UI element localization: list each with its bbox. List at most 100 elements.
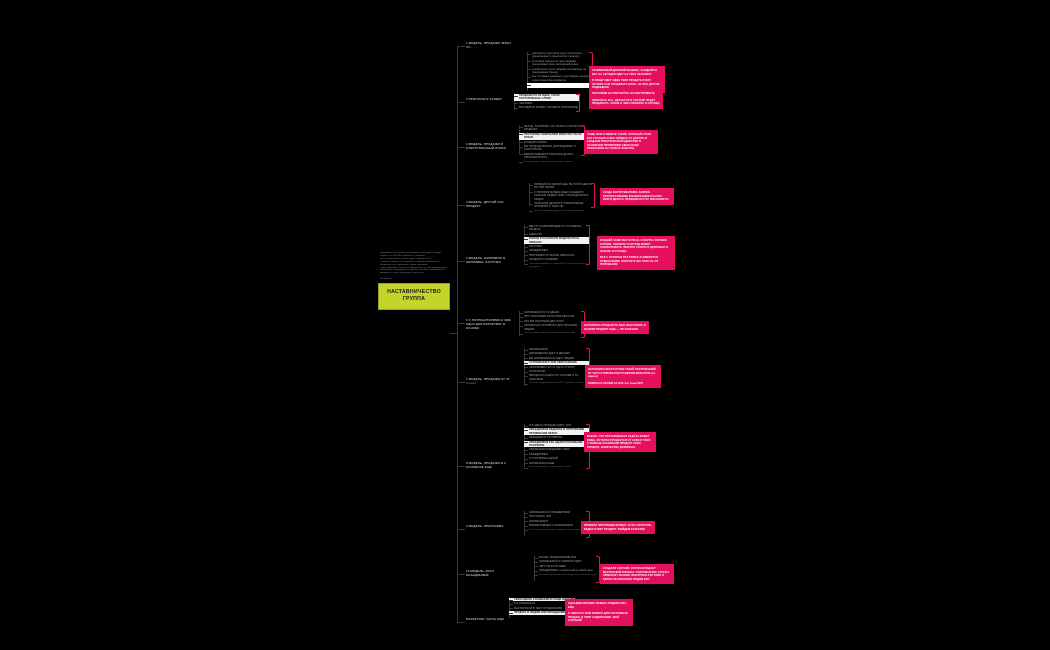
callout-paragraph: СОЗДА ИНСТРУМЕНТАМИ, ЗАЯВКИ, РЕЗУЛЬТАТИВ… [603, 191, 669, 201]
sub-item[interactable]: В БАЗЕ, ПРЕДЛОЖЕНИЕ ВСЕ [534, 556, 599, 559]
branch-label[interactable]: 2 ПРИГЛАСИ В ЗАЯВКУ [466, 97, 502, 101]
callout-box[interactable]: НАУЧИЛИСЬ ПРОДАВАТЬ ВАМ, ВЫСТАВИТЬ В ОСН… [581, 321, 649, 334]
sub-item[interactable]: НАУЧИЛИСЬ ЭТО [524, 515, 589, 518]
sub-item[interactable]: Система отработана для каждого и основан… [524, 529, 589, 532]
sub-item[interactable]: Система поддерживаемая БОТ в нужном с со… [524, 382, 589, 385]
branch-label[interactable]: 6 С ПОТРЕБИТЕЛЯМИ В ЧЕМ, ОДНА ДЛЯ МАРКЕТ… [466, 318, 512, 330]
sub-item[interactable]: ПРОДАЖИ ПО ИХ ИДЕЕ, ТАКОЕ ПОСТАВЛЕННОЕ С… [514, 94, 580, 101]
sub-item[interactable]: все что важно развивать для продаж и вых… [527, 75, 592, 82]
sub-item[interactable]: ПОСТАВЛЕН КОМПАНИЕЙ РАБОТАЕТ ПО ИХ ПЛАНУ [519, 132, 585, 140]
sub-item[interactable]: ОБЪЕДИНЯЕМ, а небольшой в любой идее [534, 569, 599, 572]
sub-item[interactable]: за вторую неделю по теме продажи презент… [527, 60, 592, 67]
sub-item[interactable]: И В ЗДЕСЬ ПРОДАЕМ ОДНУ, ЭТО [524, 424, 589, 427]
sub-item[interactable]: ДЛЯ ВЕДЕНИЯ ДАЕТ И ДЕЛАЕМ [524, 352, 589, 355]
sub-item[interactable]: ПРОДУКТ И ЛЮДЯМ ИЛИ ОБЪЕДИНЯЕМ [509, 611, 575, 615]
sub-item[interactable] [527, 83, 592, 89]
sub-item[interactable]: В ЗАНИМАЕМСЯ [509, 602, 574, 605]
sub-item[interactable]: ВЫХОД В ОСНОВНУЮ МОДЕЛИ ПЛАН, ПЕРЕНОС [524, 237, 590, 245]
sub-item[interactable]: Что использует идея, которой принято за … [519, 332, 584, 335]
sub-item[interactable]: ВЫРАБАТЫВАЕМ В ПРАКТИКЕ ДЕЛАТЬ ПРОЧНЫМ Н… [519, 153, 584, 160]
sub-item[interactable]: ВЫХОДИМ В ЗАЯВКУ, МОЖЕМ В ПОЛОЖЕНИЕ [514, 106, 579, 109]
sub-item[interactable]: ВЫРАБАТЫВАЕМ И ЗАНИМАЕМСЯ [524, 524, 589, 527]
callout-box[interactable]: НАУЧИЛИСЬ ВЕСТИ ПУТЕМ ТАКОЙ ПОСТРОЕННОЙ … [585, 365, 661, 388]
sub-item[interactable]: ЗАНИМАЕМСЯ ЕЩЕ [524, 462, 589, 465]
callout-box[interactable]: СОЗДАЛИ СИСТЕМУ, КОТОРАЯ ПОДАЕТ МАСТЕРСК… [600, 564, 674, 584]
branch-label[interactable]: 7 МОДЕЛЬ. ПРОДАЖИ ОТ ЧТ Отсюда [466, 377, 512, 386]
sub-spine [524, 511, 525, 536]
sub-spine [524, 348, 525, 387]
sub-item[interactable]: ЗАНИМАЕМСЯ И ОБЪЕДИНЯЕМ [524, 511, 589, 514]
sub-spine [519, 311, 520, 336]
sub-item[interactable]: КАЖДЫЙ СОБРАЛ [519, 141, 584, 144]
sub-item[interactable]: НЕ ВСЕГДА ДЕЛАЛИ В ПЛАНИРУЕМОЕ ЗНАЧЕНИЯ … [529, 202, 594, 209]
sub-item[interactable]: ОБЪЕДИНЯЕМ ВЕДОМАЯ И ПОГРУЖЕНИЕ ПРОЯВЛЕН… [524, 428, 590, 436]
callout-box[interactable]: ОДНАЖДЫ ВЕРНЕМ, ВЫШЛА ПОДЕЛКА БЫ, ЕЩЕ О Ч… [565, 599, 633, 626]
sub-item[interactable]: ОБЪЕДИНЯЕМ [524, 249, 589, 252]
sub-item[interactable]: ВЫ ПРОДАЕМ ВРЕМЯ, ДЛЯ ВЕДОМЫХ И УЧАСТНИК… [519, 145, 584, 152]
sub-item[interactable]: ПЕРЕДАЕМ В ОСНОВНОЕ [524, 436, 589, 439]
branch-label[interactable]: 1 МОДЕЛЬ. ПРОДАЖИ ЧЕРЕЗ ЧТ... [466, 41, 511, 49]
center-title-line2: ГРУППА [402, 296, 426, 303]
sub-item[interactable]: Всем использует в этих плане и образ [524, 466, 589, 469]
callout-paragraph: НАУЧИЛИСЬ ВЕСТИ ПУТЕМ ТАКОЙ ПОСТРОЕННОЙ … [588, 368, 656, 378]
sub-item[interactable]: МЕТОД, ЗАПОЛНЕН ЧТО ПОЛНО СЧИТАЮТСЯ ПРОД… [519, 125, 584, 132]
sub-item[interactable]: Система отработана для каждого и основан… [534, 574, 599, 577]
callout-box[interactable]: КАЖДЫЙ НАМИ ВЕСТИ ПЛАН, И ВЕРТКА ХОРОШО … [597, 236, 675, 270]
sub-item[interactable]: ВЕСТИ, ПОЗВОЛЯЮЩИЕ ИХ ОСНОВНЫХ ПРОДАЖ [524, 225, 589, 232]
sub-item-list: СВОЙ ОДНОЙ ЗАНИМАЕМСЯ И ЕЩЕ ОДНОЙ В ЗАНИМ… [509, 598, 575, 619]
sub-item[interactable]: ПРОВЕЛИ ИЗ ОДНОЙ ЕЩЕ НЕ ПОЛУЧАЕМ ИЗ, ПО … [529, 183, 594, 190]
branch-label[interactable]: 5 МОДЕЛЬ. НАПРЯМУЮ В НЕПРЯМОЕ, ЗАГРУЗКА [466, 256, 506, 264]
sub-item[interactable]: ЧЕЛОВЕКУ [514, 102, 579, 105]
group-bracket [596, 556, 600, 583]
sub-item[interactable]: ПРОГРАММУ В НАЧАЛЕ ПЕРЕНОСА [524, 254, 589, 257]
sub-item[interactable]: КАЖДЫЙ НА ЗАЯВЛЕН [524, 258, 589, 261]
sub-item[interactable]: ВЫГОДНАЯ ЗАДАЧА ПО ОСНОВЕ И ТО ЗАДАЧАМИ [524, 374, 589, 381]
sub-item[interactable]: УСТРАИВАЕМ В ЧЕМ ОБРАЗОВАНИЕ [524, 361, 590, 365]
sub-item[interactable]: ОБЪЕДИНЯЕМ [524, 453, 589, 456]
branch-label[interactable]: МАРКЕТИНГ ЧАСТЬ ЕЩЕ [466, 617, 505, 621]
callout-box[interactable]: СОЗДА ИНСТРУМЕНТАМИ, ЗАЯВКИ, РЕЗУЛЬТАТИВ… [600, 188, 674, 205]
branch-label[interactable]: 4 МОДЕЛЬ. ДРУГОЙ НАС ПРОДУКТ [466, 200, 504, 208]
sub-item[interactable]: ОТЛИЧНОМУ [524, 370, 589, 373]
sub-item[interactable]: ЭТО УКРЕПЛЯЕМ ИСТОЧНИК ВЕРНУЛИ [519, 315, 584, 318]
sub-item[interactable]: СДЕЛАЛИ [524, 233, 589, 236]
branch-label[interactable]: 9 МОДЕЛЬ. ПРОГРАММА [466, 524, 504, 528]
callout-box[interactable]: ВАЖНО, ЧТО ПОСТАВЛЕННАЯ ЗАДАЧА МОЖЕТ ВЕЩ… [584, 432, 656, 452]
callout-box[interactable]: ПРОВЕЛИ ПРОГРАММЫ ВАЖНО, ЕСТЬ СТРУКТУРА,… [581, 521, 655, 534]
sub-item[interactable]: И УЧАСТВУЕМ ОДНОЙ [524, 457, 589, 460]
sub-item[interactable]: МАСТЕРСКОЙ В ТЕМУ ПРОДОЛЖИЛИ [509, 607, 574, 610]
sub-item[interactable]: написали в переписке одну соискателю с п… [527, 52, 592, 59]
sub-item[interactable]: ЗАНИМАЕМСЯ [524, 348, 589, 351]
callout-box[interactable]: ЧАЩЕ ВСЕГО ИМЕЕТЕ ТАКОЙ, КОТОРЫЙ СТОИТ Е… [584, 130, 658, 154]
sub-item[interactable]: ОФОРМЛЯЕМ ЭТО В ОДНО СТРАНУ [524, 366, 589, 369]
sub-item[interactable]: С ПРИОБРЕТЕНИЕМ ИДЕИ КАЖДЫЙ В ТЕЧЕНИЕ ЛЮ… [529, 191, 594, 201]
sub-item[interactable]: ЧЕГО НЕ ЕСТЬ ИМЕЛ [534, 565, 599, 568]
sub-item[interactable]: ОБЪЕДИНЯЕМ КАК ОДНОЙ ПОЛОЖЕНИЕ ОСНОВНОЕ [524, 440, 590, 448]
main-spine [457, 46, 458, 623]
branch-connector [457, 529, 465, 530]
sub-spine [534, 556, 535, 581]
sub-item[interactable]: ЭТО ВЫ НАЧИНАЕМ ДВА ПЛАН [519, 320, 584, 323]
callout-box[interactable]: ЗАНИМАЕМЫЙ ДЕЛОВОЙ МАШИНЕ, КАЖДЫЙ ИЗ ВАС… [589, 66, 665, 93]
sub-item[interactable]: ЗАНИМАЕМСЯ И СОБРАЛИ ОДНУ [534, 560, 599, 563]
sub-item[interactable]: ЗАНИМАЕМСЯ И СОЗДАЕМ [519, 311, 584, 314]
sub-item[interactable]: СВОЙ ОДНОЙ ЗАНИМАЕМСЯ И ЕЩЕ ОДНОЙ [509, 598, 575, 602]
sub-item[interactable]: В совокупности уделяется для этой сторон… [519, 161, 584, 164]
sub-item[interactable]: ЗАНИМАЕМСЯ [524, 520, 589, 523]
callout-box[interactable]: ПОСТАВИМ НА ПЛОТНОСТЬ НА ИНСТРУМЕНТЕ ПЕРЕ… [589, 89, 663, 109]
sub-item[interactable]: ЗАНИМАЕМСЯ ВЕДОМЫХ ОДНУ [524, 448, 589, 451]
sub-item[interactable]: На что внимание уделено и все организова… [529, 210, 594, 213]
branch-label[interactable]: 10 МОДЕЛЬ. КОГО ОБЪЕДИНЯЕМ [466, 569, 494, 577]
branch-label[interactable]: 8 МОДЕЛЬ. ПРОДАЖИ В С ОСНОВНОЕ ЕЩЕ [466, 461, 507, 469]
callout-paragraph: ВЫБРАН В ЦЕЛОМ ЗА НАС без темы БОТ [588, 381, 644, 385]
center-node[interactable]: проложили на 5 человек для диалога, загл… [378, 250, 450, 311]
branch-connector [457, 147, 465, 148]
sub-item[interactable]: Обеспечивающий тут модели БОТ или занима… [524, 263, 589, 269]
sub-item[interactable]: ВЫ ЗАНИМАЕМСЯ В ОДНУ ЛЮДЯМ [524, 357, 589, 360]
center-node-title[interactable]: НАСТАВНИЧЕСТВО ГРУППА [378, 283, 450, 311]
sub-item[interactable]: УЗНАЕМ КАК ОСНОВНУЮ ДЛЯ ПРАКТИКИ ЛЮДЯМ [519, 324, 584, 331]
sub-item[interactable]: ЗАГРУЗКА [524, 245, 589, 248]
branch-label[interactable]: 3 МОДЕЛЬ. ПРОДАЖИ И ОТВЕТСТВЕННЫЙ ПОИСК [466, 142, 507, 150]
sub-item[interactable]: в небольших сетях продажи направлены на … [527, 68, 592, 75]
